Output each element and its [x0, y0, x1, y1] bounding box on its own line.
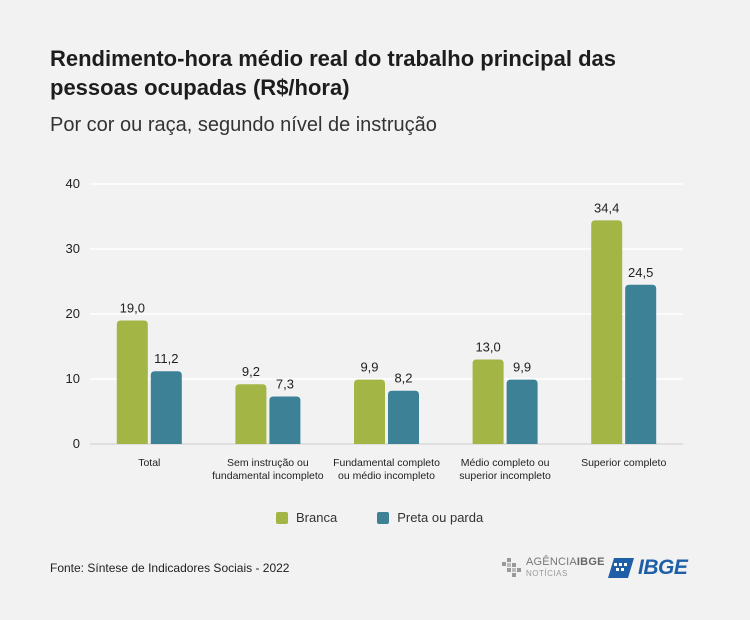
x-tick-label-2-1: ou médio incompleto	[338, 470, 435, 482]
bar-preta-parda-1	[269, 396, 301, 444]
data-label-branca-3: 13,0	[475, 340, 500, 355]
y-tick-label-40: 40	[66, 176, 80, 191]
bar-preta-parda-2	[388, 390, 419, 444]
agencia-ibge-logo: AGÊNCIAIBGE NOTÍCIAS	[502, 557, 605, 579]
legend-swatch-preta-parda	[377, 511, 390, 524]
bar-preta-parda-0	[150, 371, 182, 444]
data-label-branca-4: 34,4	[594, 200, 619, 215]
legend-swatch-branca	[276, 511, 288, 524]
bar-branca-4	[591, 220, 623, 444]
y-tick-label-30: 30	[66, 241, 80, 256]
x-tick-label-3-0: Médio completo ou	[461, 457, 550, 469]
x-tick-label-4-0: Superior completo	[581, 457, 666, 469]
data-label-preta-parda-2: 8,2	[394, 371, 412, 386]
data-label-branca-1: 9,2	[242, 364, 260, 379]
bar-branca-3	[472, 359, 504, 444]
ibge-logo: IBGE	[608, 556, 688, 580]
bar-preta-parda-4	[625, 284, 657, 444]
chart-subtitle: Por cor ou raça, segundo nível de instru…	[50, 114, 437, 136]
y-tick-label-10: 10	[66, 371, 80, 386]
x-tick-label-1-1: fundamental incompleto	[212, 470, 324, 482]
x-tick-label-3-1: superior incompleto	[459, 470, 551, 482]
bar-branca-2	[354, 379, 385, 444]
data-label-branca-0: 19,0	[120, 301, 145, 316]
ibge-text: IBGE	[638, 556, 688, 579]
y-tick-label-20: 20	[66, 306, 80, 321]
bar-branca-0	[116, 320, 148, 444]
x-tick-label-0-0: Total	[138, 457, 160, 469]
data-label-preta-parda-1: 7,3	[276, 377, 294, 392]
x-tick-label-1-0: Sem instrução ou	[227, 457, 309, 469]
legend-item-preta-parda: Preta ou parda	[377, 510, 483, 525]
legend-label-branca: Branca	[296, 510, 338, 525]
data-label-preta-parda-0: 11,2	[154, 351, 178, 366]
data-label-preta-parda-4: 24,5	[628, 265, 653, 280]
source-note: Fonte: Síntese de Indicadores Sociais - …	[50, 561, 290, 575]
ibge-mark-icon	[608, 558, 634, 578]
legend: Branca Preta ou parda	[276, 510, 483, 525]
x-tick-label-2-0: Fundamental completo	[333, 457, 440, 469]
agencia-sub: NOTÍCIAS	[526, 569, 568, 578]
bar-chart: 0 10 20 30 40 19,0 11,2 Total 9,2 7,3 Sem instruçã…	[66, 176, 683, 482]
data-label-branca-2: 9,9	[360, 360, 378, 375]
agencia-mark-icon	[502, 558, 521, 577]
legend-label-preta-parda: Preta ou parda	[397, 510, 484, 525]
data-label-preta-parda-3: 9,9	[513, 360, 531, 375]
bar-branca-1	[235, 384, 267, 444]
y-tick-label-0: 0	[73, 436, 80, 451]
bar-preta-parda-3	[506, 379, 538, 444]
legend-item-branca: Branca	[276, 510, 337, 525]
agencia-suffix: IBGE	[576, 556, 605, 568]
agencia-prefix: AGÊNCIA	[526, 556, 577, 568]
chart-title: Rendimento-hora médio real do trabalho p…	[50, 46, 616, 100]
